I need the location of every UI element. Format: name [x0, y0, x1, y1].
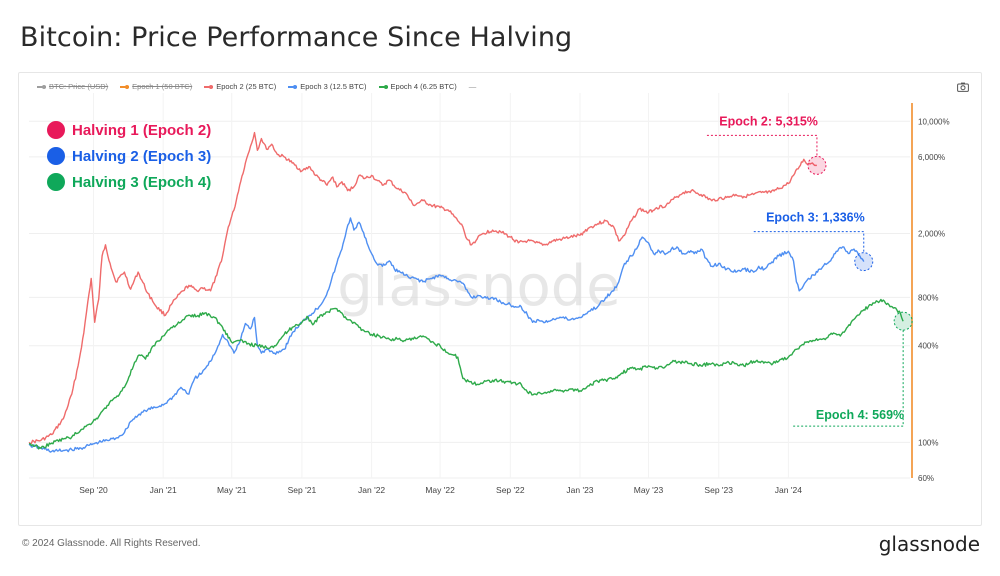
annotation-label: Epoch 4: 569% — [816, 408, 904, 422]
page-title: Bitcoin: Price Performance Since Halving — [20, 22, 573, 53]
x-tick-label: May '23 — [634, 485, 664, 495]
legend-label: Epoch 3 (12.5 BTC) — [300, 82, 367, 91]
chart: 60% 100% 400% 800% 2,000% 6,000% 10,000% Sep '2… — [28, 93, 950, 495]
series-line-3 — [28, 217, 865, 453]
legend-label: Epoch 1 (50 BTC) — [132, 82, 193, 91]
series-line-2 — [28, 131, 817, 445]
legend-label: BTC: Price (USD) — [49, 82, 109, 91]
annotation-marker — [893, 311, 913, 331]
legend-swatch — [378, 85, 388, 88]
legend-more-toggle[interactable]: — — [468, 82, 477, 91]
halving-dot — [47, 147, 65, 165]
footer-logo: glassnode — [878, 532, 980, 556]
annotation-leader — [793, 330, 904, 427]
chart-panel: 60% 100% 400% 800% 2,000% 6,000% 10,000% Sep '2… — [18, 72, 982, 526]
halving-label: Halving 2 (Epoch 3) — [72, 147, 212, 165]
x-tick-label: Jan '22 — [358, 485, 385, 495]
legend-toggle-3[interactable]: Epoch 3 (12.5 BTC) — [288, 82, 367, 91]
x-tick-label: Sep '23 — [704, 485, 733, 495]
legend-swatch — [288, 85, 298, 88]
x-tick-label: May '22 — [425, 485, 455, 495]
annotation-leader — [753, 231, 865, 253]
x-tick-label: Jan '21 — [150, 485, 177, 495]
legend-label: Epoch 4 (6.25 BTC) — [390, 82, 457, 91]
legend-swatch — [120, 85, 130, 88]
halving-dot — [47, 173, 65, 191]
y-tick-label: 2,000% — [918, 230, 945, 239]
y-tick-label: 10,000% — [918, 117, 950, 126]
x-tick-label: Sep '20 — [79, 485, 108, 495]
halving-label: Halving 1 (Epoch 2) — [72, 121, 212, 139]
halving-label: Halving 3 (Epoch 4) — [72, 173, 212, 191]
y-tick-label: 60% — [918, 474, 934, 483]
halving-legend: Halving 1 (Epoch 2) Halving 2 (Epoch 3) Ha… — [47, 117, 211, 195]
x-tick-label: Sep '21 — [288, 485, 317, 495]
legend-toggle-0[interactable]: BTC: Price (USD) — [37, 82, 108, 91]
camera-icon[interactable] — [957, 82, 969, 92]
legend-toggle-4[interactable]: Epoch 4 (6.25 BTC) — [378, 82, 457, 91]
annotation-label: Epoch 3: 1,336% — [766, 211, 865, 225]
annotation-marker — [807, 155, 827, 175]
annotation-marker — [854, 252, 874, 272]
legend-label: Epoch 2 (25 BTC) — [216, 82, 277, 91]
halving-legend-item-3: Halving 3 (Epoch 4) — [47, 169, 211, 195]
y-tick-label: 6,000% — [918, 153, 945, 162]
x-tick-label: Jan '24 — [775, 485, 802, 495]
series-toggle-legend: BTC: Price (USD) Epoch 1 (50 BTC) Epoch 2 … — [37, 82, 476, 91]
y-tick-label: 100% — [918, 438, 938, 447]
annotation-label: Epoch 2: 5,315% — [719, 114, 818, 128]
y-tick-label: 800% — [918, 293, 938, 302]
x-tick-label: May '21 — [217, 485, 247, 495]
legend-swatch — [204, 85, 214, 88]
series-line-4 — [29, 298, 904, 450]
annotation-leader — [706, 134, 818, 157]
halving-dot — [47, 121, 65, 139]
x-tick-label: Jan '23 — [566, 485, 593, 495]
x-tick-label: Sep '22 — [496, 485, 525, 495]
legend-toggle-2[interactable]: Epoch 2 (25 BTC) — [204, 82, 276, 91]
legend-swatch — [37, 85, 46, 88]
footer-copyright: © 2024 Glassnode. All Rights Reserved. — [22, 538, 201, 549]
legend-toggle-1[interactable]: Epoch 1 (50 BTC) — [120, 82, 192, 91]
halving-legend-item-2: Halving 2 (Epoch 3) — [47, 143, 211, 169]
halving-legend-item-1: Halving 1 (Epoch 2) — [47, 117, 211, 143]
y-tick-label: 400% — [918, 342, 938, 351]
